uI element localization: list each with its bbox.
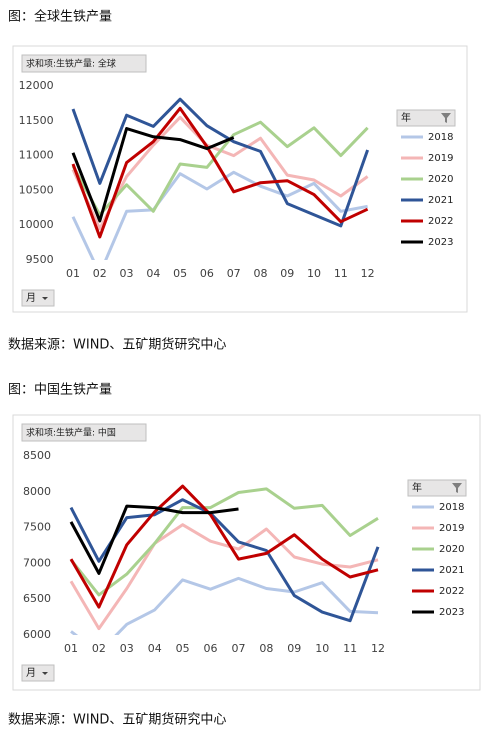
series-line [71,120,369,217]
legend-header-box [407,479,467,497]
x-tick-label: 12 [361,267,375,280]
pivot-field-box [21,423,147,442]
legend-title: 年 [401,111,411,124]
y-tick-label: 10500 [19,183,54,196]
filter-button[interactable] [21,664,55,682]
y-tick-label: 7000 [23,556,51,569]
x-tick-label: 03 [120,642,134,655]
x-tick-label: 10 [307,267,321,280]
legend-label: 2020 [428,174,453,185]
legend-label: 2020 [439,544,464,555]
y-tick-label: 12000 [19,79,54,92]
legend-label: 2023 [439,607,464,618]
x-tick-label: 07 [231,642,245,655]
y-tick-label: 8500 [23,449,51,462]
legend-label: 2019 [439,523,464,534]
x-tick-label: 09 [280,267,294,280]
filter-button[interactable] [21,289,55,307]
series-line [71,106,369,239]
x-tick-label: 11 [343,642,357,655]
source-note: 数据来源：WIND、五矿期货研究中心 [8,337,226,353]
pivot-field-label: 求和项:生铁产量: 全球 [26,58,116,70]
legend-header-box [396,109,456,127]
series-line [69,487,379,597]
legend-label: 2018 [428,132,453,143]
plot-lines [71,97,370,260]
series-line [71,170,368,260]
plot-lines [69,484,380,635]
legend-label: 2021 [439,565,464,576]
filter-icon [452,483,462,493]
source-note: 数据来源：WIND、五矿期货研究中心 [8,712,226,728]
x-tick-label: 01 [66,267,80,280]
y-tick-label: 6000 [23,628,51,641]
legend-label: 2022 [439,586,464,597]
series-line [69,484,379,609]
x-tick-label: 03 [120,267,134,280]
y-tick-label: 11000 [19,149,54,162]
x-tick-label: 05 [173,267,187,280]
y-tick-label: 8000 [23,485,51,498]
series-line [71,127,235,223]
x-tick-label: 10 [315,642,329,655]
x-tick-label: 05 [176,642,190,655]
pivot-field-box [21,54,147,73]
filter-arrow [42,672,48,675]
figure-title: 图：全球生铁产量 [8,9,112,25]
legend-title: 年 [412,481,422,494]
x-tick-label: 07 [227,267,241,280]
y-tick-label: 9500 [26,253,54,266]
x-tick-label: 04 [146,267,160,280]
series-line [69,498,380,623]
series-line [69,523,379,631]
x-tick-label: 11 [334,267,348,280]
x-tick-label: 01 [64,642,78,655]
legend-label: 2022 [428,216,453,227]
x-tick-label: 02 [93,267,107,280]
legend-label: 2021 [428,195,453,206]
series-line [71,97,370,228]
series-line [70,576,379,635]
legend-label: 2023 [428,237,453,248]
x-tick-label: 08 [253,267,267,280]
legend-label: 2019 [428,153,453,164]
x-tick-label: 09 [287,642,301,655]
x-tick-label: 06 [204,642,218,655]
x-tick-label: 08 [259,642,273,655]
legend-label: 2018 [439,502,464,513]
pivot-field-label: 求和项:生铁产量: 中国 [26,427,116,439]
y-tick-label: 11500 [19,114,54,127]
filter-label: 月 [26,292,36,304]
filter-arrow [42,297,48,300]
filter-label: 月 [26,667,36,679]
y-tick-label: 10000 [19,218,54,231]
x-tick-label: 06 [200,267,214,280]
y-tick-label: 6500 [23,592,51,605]
x-tick-label: 04 [148,642,162,655]
x-tick-label: 12 [371,642,385,655]
series-line [69,504,239,575]
chart-frame [12,45,468,313]
chart-frame [12,414,481,691]
figure-title: 图：中国生铁产量 [8,383,112,398]
x-tick-label: 02 [92,642,106,655]
y-tick-label: 7500 [23,521,51,534]
filter-icon [441,113,451,123]
